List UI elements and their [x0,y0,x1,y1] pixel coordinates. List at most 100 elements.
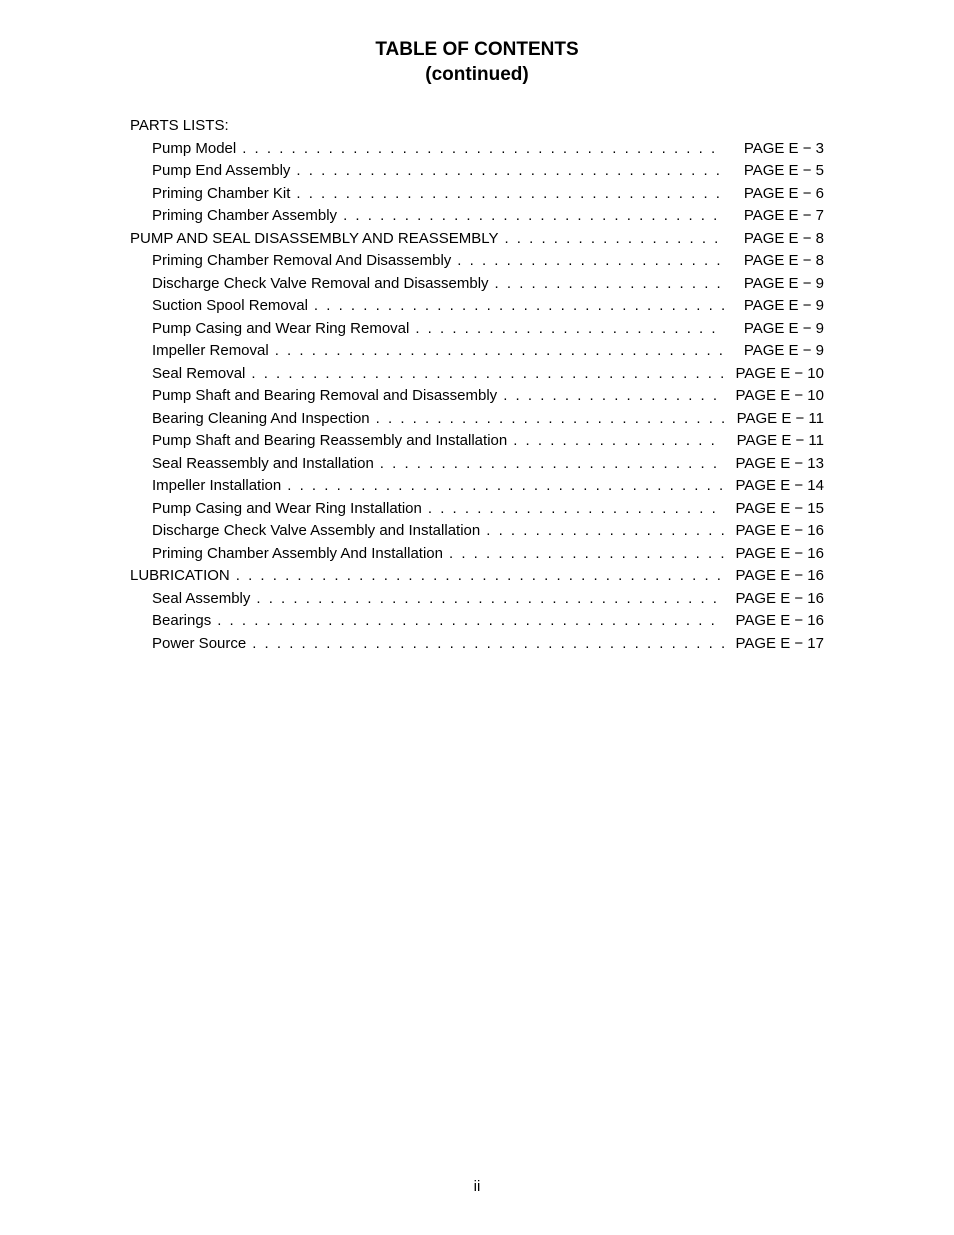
toc-label: LUBRICATION [130,565,230,588]
table-of-contents: PARTS LISTS:Pump ModelPAGE E − 3Pump End… [130,115,824,655]
page: TABLE OF CONTENTS (continued) PARTS LIST… [0,0,954,1235]
toc-page: PAGE E − 15 [724,498,824,521]
toc-label: Seal Assembly [130,588,250,611]
toc-label: Impeller Installation [130,475,281,498]
toc-label: Seal Removal [130,363,245,386]
toc-leader [281,475,724,498]
toc-label: PARTS LISTS: [130,115,229,138]
toc-label: Bearings [130,610,211,633]
toc-leader [230,565,724,588]
page-number: ii [0,1178,954,1195]
toc-page: PAGE E − 16 [724,588,824,611]
toc-label: Priming Chamber Kit [130,183,290,206]
toc-row: Priming Chamber Kit PAGE E − 6 [130,183,824,206]
toc-leader [498,228,724,251]
toc-label: Pump Model [130,138,236,161]
toc-leader [507,430,724,453]
toc-row: Bearing Cleaning And Inspection PAGE E − … [130,408,824,431]
toc-leader [451,250,724,273]
toc-leader [290,183,724,206]
toc-label: Priming Chamber Removal And Disassembly [130,250,451,273]
toc-row: Priming Chamber Assembly And Installatio… [130,543,824,566]
page-heading: TABLE OF CONTENTS (continued) [130,38,824,87]
toc-label: Pump Casing and Wear Ring Installation [130,498,422,521]
toc-leader [374,453,724,476]
toc-row: Impeller Removal PAGE E − 9 [130,340,824,363]
toc-label: Priming Chamber Assembly And Installatio… [130,543,443,566]
toc-row: Pump End Assembly PAGE E − 5 [130,160,824,183]
toc-page: PAGE E − 9 [724,318,824,341]
toc-label: Pump Shaft and Bearing Removal and Disas… [130,385,497,408]
toc-row: Pump Shaft and Bearing Reassembly and In… [130,430,824,453]
toc-label: Pump Shaft and Bearing Reassembly and In… [130,430,507,453]
toc-row: PUMP AND SEAL DISASSEMBLY AND REASSEMBLY… [130,228,824,251]
toc-row: Seal Removal PAGE E − 10 [130,363,824,386]
toc-page: PAGE E − 7 [724,205,824,228]
toc-leader [250,588,724,611]
toc-row: Priming Chamber Removal And Disassembly P… [130,250,824,273]
toc-row: Pump Model PAGE E − 3 [130,138,824,161]
toc-page: PAGE E − 8 [724,228,824,251]
toc-label: Discharge Check Valve Assembly and Insta… [130,520,480,543]
toc-row: LUBRICATION PAGE E − 16 [130,565,824,588]
toc-row: Seal Reassembly and Installation PAGE E −… [130,453,824,476]
toc-leader [245,363,724,386]
toc-page: PAGE E − 11 [724,408,824,431]
toc-leader [211,610,724,633]
toc-label: Suction Spool Removal [130,295,308,318]
heading-line-2: (continued) [130,63,824,88]
toc-page: PAGE E − 9 [724,273,824,296]
toc-page: PAGE E − 16 [724,610,824,633]
toc-page: PAGE E − 9 [724,295,824,318]
toc-leader [409,318,724,341]
toc-leader [489,273,724,296]
toc-row: Suction Spool Removal PAGE E − 9 [130,295,824,318]
toc-page: PAGE E − 9 [724,340,824,363]
toc-label: PUMP AND SEAL DISASSEMBLY AND REASSEMBLY [130,228,498,251]
toc-leader [337,205,724,228]
toc-page: PAGE E − 10 [724,363,824,386]
toc-row: Pump Casing and Wear Ring Removal PAGE E … [130,318,824,341]
toc-leader [497,385,724,408]
toc-row: Pump Shaft and Bearing Removal and Disas… [130,385,824,408]
toc-page: PAGE E − 10 [724,385,824,408]
toc-page: PAGE E − 8 [724,250,824,273]
toc-row: PARTS LISTS: [130,115,824,138]
toc-label: Pump End Assembly [130,160,290,183]
toc-page: PAGE E − 13 [724,453,824,476]
toc-leader [443,543,724,566]
toc-leader [422,498,724,521]
toc-leader [290,160,724,183]
toc-row: Priming Chamber Assembly PAGE E − 7 [130,205,824,228]
toc-page: PAGE E − 14 [724,475,824,498]
toc-row: Discharge Check Valve Removal and Disass… [130,273,824,296]
toc-label: Discharge Check Valve Removal and Disass… [130,273,489,296]
toc-page: PAGE E − 16 [724,520,824,543]
toc-page: PAGE E − 3 [724,138,824,161]
toc-row: Power Source PAGE E − 17 [130,633,824,656]
toc-leader [480,520,724,543]
toc-row: Pump Casing and Wear Ring Installation PA… [130,498,824,521]
toc-page: PAGE E − 6 [724,183,824,206]
toc-row: Impeller Installation PAGE E − 14 [130,475,824,498]
toc-row: Bearings PAGE E − 16 [130,610,824,633]
toc-label: Bearing Cleaning And Inspection [130,408,370,431]
toc-page: PAGE E − 16 [724,565,824,588]
toc-page: PAGE E − 11 [724,430,824,453]
toc-page: PAGE E − 17 [724,633,824,656]
heading-line-1: TABLE OF CONTENTS [130,38,824,63]
toc-label: Impeller Removal [130,340,269,363]
toc-leader [246,633,724,656]
toc-leader [308,295,724,318]
toc-page: PAGE E − 16 [724,543,824,566]
toc-page: PAGE E − 5 [724,160,824,183]
toc-label: Pump Casing and Wear Ring Removal [130,318,409,341]
toc-leader [269,340,724,363]
toc-label: Power Source [130,633,246,656]
toc-leader [370,408,724,431]
toc-leader [236,138,724,161]
toc-row: Discharge Check Valve Assembly and Insta… [130,520,824,543]
toc-row: Seal Assembly PAGE E − 16 [130,588,824,611]
toc-label: Seal Reassembly and Installation [130,453,374,476]
toc-label: Priming Chamber Assembly [130,205,337,228]
